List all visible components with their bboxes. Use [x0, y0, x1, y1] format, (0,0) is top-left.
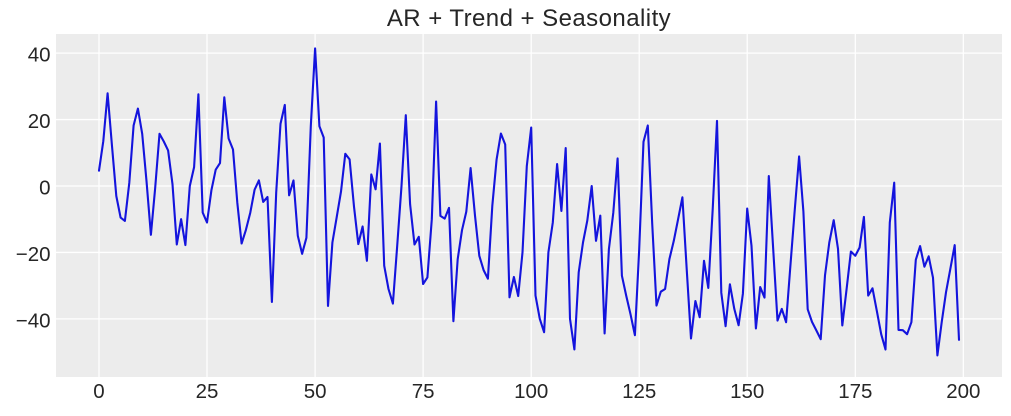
svg-text:175: 175 — [838, 380, 872, 403]
svg-text:20: 20 — [28, 110, 51, 133]
svg-text:−20: −20 — [16, 243, 51, 266]
svg-text:50: 50 — [304, 380, 327, 403]
svg-text:0: 0 — [93, 380, 104, 403]
svg-text:25: 25 — [196, 380, 219, 403]
svg-text:40: 40 — [28, 44, 51, 67]
svg-text:AR + Trend + Seasonality: AR + Trend + Seasonality — [387, 5, 671, 32]
svg-text:200: 200 — [946, 380, 980, 403]
svg-text:0: 0 — [39, 176, 50, 199]
svg-text:−40: −40 — [16, 309, 51, 332]
svg-text:150: 150 — [730, 380, 764, 403]
svg-text:125: 125 — [622, 380, 656, 403]
svg-text:75: 75 — [412, 380, 435, 403]
svg-text:100: 100 — [514, 380, 548, 403]
